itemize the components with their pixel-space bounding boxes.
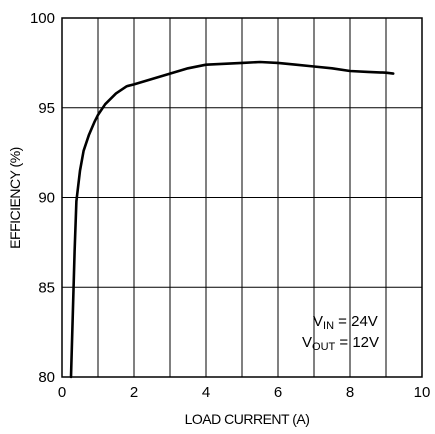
annotation-vout: VOUT = 12V [302,334,379,353]
x-tick-label: 0 [58,384,66,401]
annotation-vin: VIN = 24V [313,313,378,332]
y-tick-label: 95 [38,100,55,117]
series-group [69,60,395,379]
annotation-vout-value: = 12V [335,334,379,351]
annotation-vout-sub: OUT [312,341,336,353]
x-tick-labels: 0 2 4 6 8 10 [58,384,431,401]
x-tick-label: 8 [346,384,354,401]
annotation-vout-v: V [302,334,312,351]
y-tick-label: 85 [38,279,55,296]
annotation-box: VIN = 24V VOUT = 12V [302,313,379,353]
plot-frame [61,17,423,378]
x-tick-label: 4 [202,384,210,401]
annotation-vin-sub: IN [323,320,334,332]
annotation-vin-v: V [313,313,323,330]
annotation-vin-value: = 24V [334,313,378,330]
y-axis-label: EFFICIENCY (%) [7,147,23,249]
x-tick-label: 2 [130,384,138,401]
y-tick-label: 90 [38,190,55,207]
y-tick-label: 100 [30,10,55,27]
x-tick-label: 6 [274,384,282,401]
x-axis-label: LOAD CURRENT (A) [185,411,310,427]
x-tick-label: 10 [414,384,431,401]
y-tick-labels: 80 85 90 95 100 [30,10,55,386]
y-tick-label: 80 [38,369,55,386]
grid-lines [62,18,422,377]
efficiency-series-line [69,60,395,379]
